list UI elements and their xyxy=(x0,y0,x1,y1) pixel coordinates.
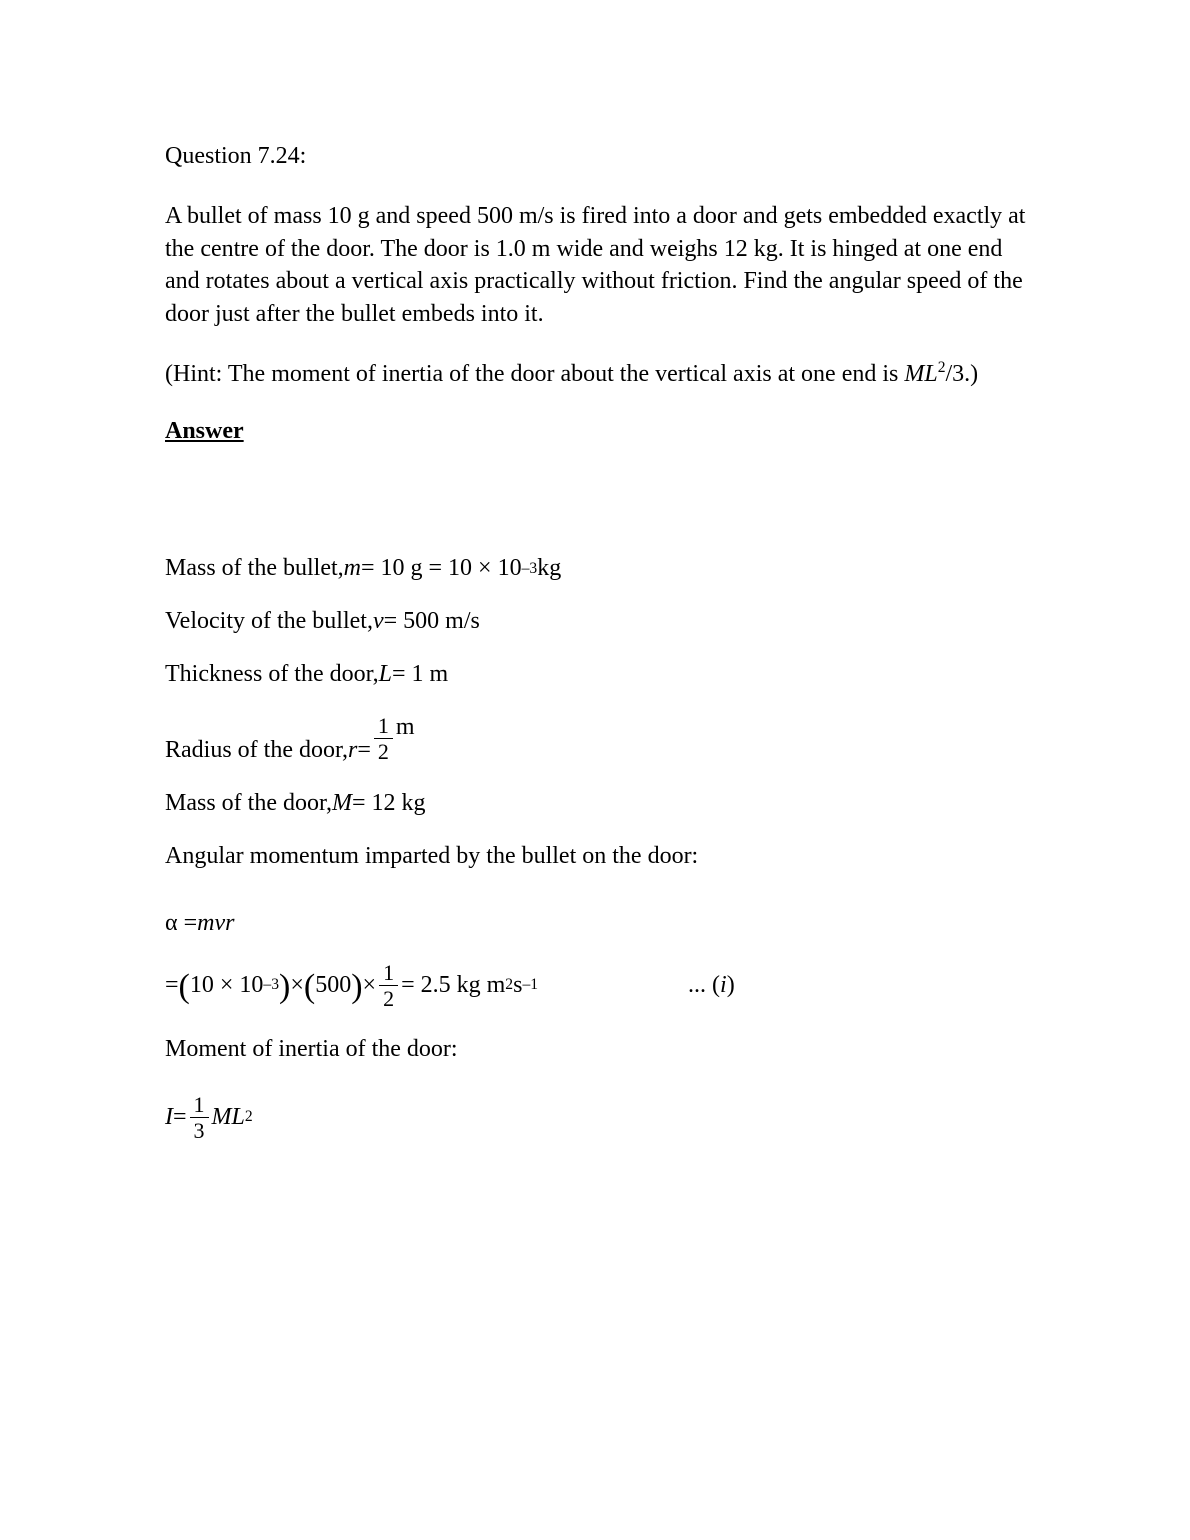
velocity-pre: Velocity of the bullet, xyxy=(165,608,373,635)
radius-frac-block: 1 2 m xyxy=(371,714,415,763)
document-page: Question 7.24: A bullet of mass 10 g and… xyxy=(0,0,1190,1540)
alpha-pre: α = xyxy=(165,910,197,937)
radius-fraction: 1 2 xyxy=(374,714,393,763)
thickness-post: = 1 m xyxy=(392,661,448,688)
radius-unit: m xyxy=(396,714,415,741)
calc-tag: ... (i) xyxy=(688,972,735,999)
mass-door-line: Mass of the door, M = 12 kg xyxy=(165,790,1040,817)
alpha-equation: α = mvr xyxy=(165,910,1040,937)
calc-v1a: 10 × 10 xyxy=(190,972,264,999)
mass-bullet-var: m xyxy=(344,555,361,582)
radius-line: Radius of the door, r = 1 2 m xyxy=(165,714,1040,763)
mass-door-pre: Mass of the door, xyxy=(165,790,332,817)
calc-tag-end: ) xyxy=(727,972,735,998)
radius-eq: = xyxy=(357,737,371,764)
thickness-var: L xyxy=(379,661,392,688)
calc-tag-pre: ... ( xyxy=(688,972,720,998)
calc-v2: 500 xyxy=(315,972,351,999)
moi-var: I xyxy=(165,1104,173,1131)
moi-eqsign: = xyxy=(173,1104,187,1131)
velocity-post: = 500 m/s xyxy=(384,608,480,635)
velocity-line: Velocity of the bullet, v = 500 m/s xyxy=(165,608,1040,635)
hint-var: ML xyxy=(904,361,937,387)
alpha-expr: mvr xyxy=(197,910,234,937)
moi-equation: I = 1 3 ML2 xyxy=(165,1093,1040,1142)
calculation-equation: = ( 10 × 10–3 ) × ( 500 ) × 1 2 = 2.5 kg… xyxy=(165,961,1040,1010)
calc-times2: × xyxy=(363,972,377,999)
mass-bullet-mid: = 10 g = 10 × 10 xyxy=(361,555,522,582)
question-body: A bullet of mass 10 g and speed 500 m/s … xyxy=(165,200,1040,330)
radius-num: 1 xyxy=(374,714,393,739)
angular-momentum-text: Angular momentum imparted by the bullet … xyxy=(165,843,1040,870)
mass-bullet-line: Mass of the bullet, m = 10 g = 10 × 10–3… xyxy=(165,555,1040,582)
mass-door-var: M xyxy=(332,790,352,817)
question-hint: (Hint: The moment of inertia of the door… xyxy=(165,358,1040,390)
radius-pre: Radius of the door, xyxy=(165,737,348,764)
hint-suffix: /3.) xyxy=(946,361,979,387)
thickness-pre: Thickness of the door, xyxy=(165,661,379,688)
mass-door-post: = 12 kg xyxy=(352,790,426,817)
radius-var: r xyxy=(348,737,357,764)
question-title: Question 7.24: xyxy=(165,140,1040,172)
mass-bullet-post: kg xyxy=(537,555,561,582)
calc-eq-a: = xyxy=(165,972,179,999)
calc-tag-i: i xyxy=(720,972,727,998)
moi-den: 3 xyxy=(190,1118,209,1142)
calc-times1: × xyxy=(290,972,304,999)
thickness-line: Thickness of the door, L = 1 m xyxy=(165,661,1040,688)
moi-text: Moment of inertia of the door: xyxy=(165,1036,1040,1063)
calc-frac-num: 1 xyxy=(379,961,398,986)
moi-fraction: 1 3 xyxy=(190,1093,209,1142)
calc-result-a: = 2.5 kg m xyxy=(401,972,505,999)
hint-exp: 2 xyxy=(938,359,946,376)
hint-prefix: (Hint: The moment of inertia of the door… xyxy=(165,361,904,387)
velocity-var: v xyxy=(373,608,384,635)
radius-den: 2 xyxy=(374,739,393,763)
moi-ml: ML xyxy=(212,1104,245,1131)
calc-fraction: 1 2 xyxy=(379,961,398,1010)
moi-num: 1 xyxy=(190,1093,209,1118)
answer-heading: Answer xyxy=(165,418,1040,445)
calc-frac-den: 2 xyxy=(379,986,398,1010)
mass-bullet-pre: Mass of the bullet, xyxy=(165,555,344,582)
